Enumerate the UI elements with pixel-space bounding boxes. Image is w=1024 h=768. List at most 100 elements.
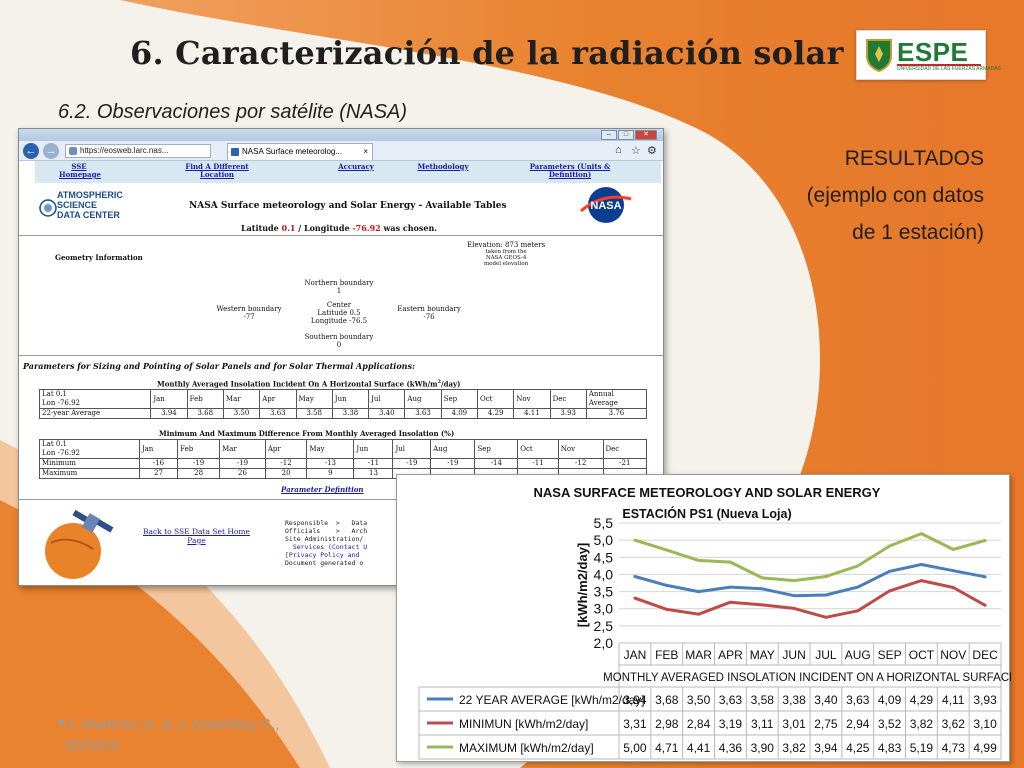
table-cell: 26 — [219, 468, 266, 479]
table-cell: 27 — [138, 468, 179, 479]
x-tick-label: JUL — [815, 648, 837, 662]
forward-arrow-icon[interactable]: → — [43, 143, 59, 159]
data-cell: 3,82 — [782, 741, 806, 755]
series-point — [856, 564, 860, 568]
western-boundary: Western boundary -77 — [216, 305, 282, 321]
back-arrow-icon[interactable]: ← — [23, 143, 39, 159]
data-cell: 3,52 — [878, 717, 902, 731]
table-cell: 3.94 — [150, 408, 188, 419]
gear-icon[interactable]: ⚙ — [647, 145, 657, 157]
table-cell: -11 — [517, 458, 559, 469]
table-cell: -19 — [177, 458, 221, 469]
table-cell: Nov — [513, 389, 551, 409]
browser-tab[interactable]: NASA Surface meteorolog... × — [227, 143, 373, 160]
series-point — [983, 575, 987, 579]
table-cell: Dec — [549, 389, 587, 409]
x-tick-label: AUG — [845, 648, 871, 662]
params-section-title: Parameters for Sizing and Pointing of So… — [23, 361, 415, 371]
x-tick-label: MAR — [685, 648, 712, 662]
series-point — [824, 615, 828, 619]
northern-boundary: Northern boundary 1 — [304, 279, 374, 295]
data-cell: 4,29 — [910, 693, 934, 707]
series-point — [951, 547, 955, 551]
y-tick-label: 2,5 — [594, 618, 614, 634]
x-tick-label: JUN — [782, 648, 805, 662]
data-cell: 3,82 — [910, 717, 934, 731]
series-point — [888, 589, 892, 593]
x-tick-label: NOV — [940, 648, 966, 662]
table-cell: Sep — [440, 389, 478, 409]
series-point — [919, 579, 923, 583]
parameter-definition-link[interactable]: Parameter Definition — [281, 485, 364, 494]
espe-logo-bar — [897, 64, 981, 66]
table-cell: Feb — [177, 439, 221, 459]
elevation-info: Elevation: 873 meters taken from the NAS… — [467, 241, 546, 267]
table-cell: Jun — [331, 389, 370, 409]
star-icon[interactable]: ☆ — [631, 145, 641, 157]
table-cell: Aug — [430, 439, 476, 459]
y-tick-label: 5,0 — [594, 532, 614, 548]
nav-link-accuracy[interactable]: Accuracy — [338, 162, 374, 171]
series-point — [824, 574, 828, 578]
table-cell: Annual Average — [585, 389, 648, 409]
asdc-name: ATMOSPHERIC SCIENCE DATA CENTER — [57, 190, 123, 220]
table-cell: -14 — [474, 458, 519, 469]
x-tick-label: SEP — [878, 648, 902, 662]
table-cell: 3.93 — [549, 408, 587, 419]
table-cell: Jan — [138, 439, 179, 459]
browser-toolbar: ← → https://eosweb.larc.nas... NASA Surf… — [19, 141, 663, 161]
slide-footer: J. Martínez A. & J. Asitimbay C., 05/201… — [58, 714, 279, 756]
table-cell: 4.11 — [513, 408, 551, 419]
data-cell: 4,99 — [973, 741, 997, 755]
table-cell: 4.09 — [440, 408, 478, 419]
data-cell: 4,83 — [878, 741, 902, 755]
series-point — [697, 612, 701, 616]
data-cell: 2,84 — [687, 717, 711, 731]
nav-link-parameters[interactable]: Parameters (Units & Definition) — [529, 162, 611, 179]
table-cell: Oct — [517, 439, 559, 459]
minimize-button[interactable]: – — [601, 130, 617, 140]
table-cell: 28 — [177, 468, 221, 479]
results-line-2: (ejemplo con datos — [806, 184, 984, 207]
table-cell: 3.63 — [404, 408, 442, 419]
nav-link-find-location[interactable]: Find A Different Location — [185, 162, 249, 179]
series-point — [728, 560, 732, 564]
maximize-button[interactable]: □ — [618, 130, 634, 140]
data-cell: 3,58 — [751, 693, 775, 707]
table-cell: 20 — [264, 468, 308, 479]
data-cell: 3,10 — [973, 717, 997, 731]
series-point — [856, 585, 860, 589]
data-cell: 3,50 — [687, 693, 711, 707]
x-tick-label: DEC — [972, 648, 998, 662]
nav-link-methodology[interactable]: Methodology — [417, 162, 469, 171]
chart-subtitle: ESTACIÓN PS1 (Nueva Loja) — [622, 506, 791, 521]
tab-close-icon[interactable]: × — [363, 147, 368, 156]
table-cell: -12 — [264, 458, 308, 469]
table-cell: Mar — [222, 389, 261, 409]
table-cell: 22-year Average — [38, 408, 152, 419]
slide-title: 6. Caracterización de la radiación solar — [130, 34, 844, 72]
data-cell: 4,71 — [655, 741, 679, 755]
data-cell: 3,94 — [623, 693, 647, 707]
espe-logo-text: ESPE — [897, 37, 969, 67]
series-point — [728, 600, 732, 604]
nav-link-sse-homepage[interactable]: SSE Homepage — [59, 162, 101, 179]
sse-page: SSE Homepage Find A Different Location A… — [19, 161, 663, 585]
close-window-button[interactable]: ✕ — [635, 130, 657, 140]
lock-icon — [69, 147, 77, 155]
back-to-sse-link[interactable]: Back to SSE Data Set Home Page — [143, 527, 250, 545]
table-cell: -21 — [602, 458, 648, 469]
series-point — [665, 607, 669, 611]
y-axis-label: [kWh/m2/day] — [575, 543, 590, 628]
data-cell: 5,19 — [910, 741, 934, 755]
y-tick-label: 2,0 — [594, 635, 614, 651]
data-cell: 2,98 — [655, 717, 679, 731]
data-cell: 5,00 — [623, 741, 647, 755]
geometry-label: Geometry Information — [55, 253, 143, 262]
y-tick-label: 3,0 — [594, 601, 614, 617]
address-bar[interactable]: https://eosweb.larc.nas... — [65, 144, 211, 158]
table-cell: Oct — [476, 389, 515, 409]
data-cell: 3,31 — [623, 717, 647, 731]
home-icon[interactable]: ⌂ — [615, 144, 622, 156]
table-cell: 4.29 — [476, 408, 515, 419]
